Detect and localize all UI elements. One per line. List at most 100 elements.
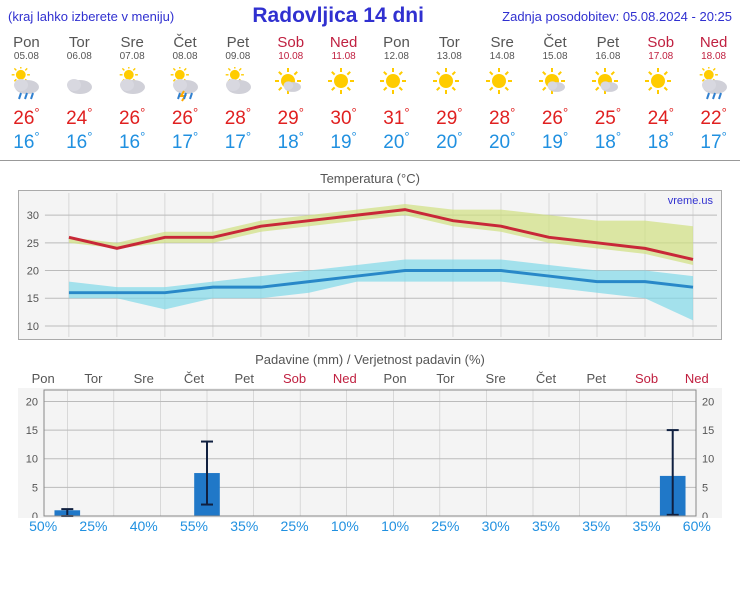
- weather-icon: [106, 66, 159, 104]
- high-temp: 28: [211, 108, 264, 130]
- svg-text:15: 15: [26, 425, 38, 437]
- svg-text:20: 20: [702, 396, 714, 408]
- high-temp: 26: [106, 108, 159, 130]
- day-date: 06.08: [53, 51, 106, 62]
- day-name: Tor: [423, 34, 476, 51]
- high-temp: 22: [687, 108, 740, 130]
- day-name: Čet: [159, 34, 212, 51]
- low-temp: 17: [211, 132, 264, 154]
- svg-text:30: 30: [27, 210, 39, 222]
- low-temp: 16: [106, 132, 159, 154]
- day-column: Sre07.082616: [106, 32, 159, 160]
- precip-day-label: Ned: [320, 371, 370, 386]
- low-temp: 17: [687, 132, 740, 154]
- watermark: vreme.us: [668, 195, 713, 207]
- day-name: Pet: [211, 34, 264, 51]
- last-update: Zadnja posodobitev: 05.08.2024 - 20:25: [502, 9, 732, 24]
- precip-probability: 35%: [621, 518, 671, 534]
- day-name: Tor: [53, 34, 106, 51]
- precip-probability: 35%: [219, 518, 269, 534]
- day-name: Sob: [634, 34, 687, 51]
- day-name: Sre: [476, 34, 529, 51]
- day-column: Tor13.082920: [423, 32, 476, 160]
- svg-text:20: 20: [26, 396, 38, 408]
- precip-day-label: Ned: [672, 371, 722, 386]
- precip-probability: 10%: [320, 518, 370, 534]
- low-temp: 19: [529, 132, 582, 154]
- day-name: Pon: [0, 34, 53, 51]
- weather-icon: [687, 66, 740, 104]
- precip-chart: 0055101015152020: [18, 388, 722, 518]
- low-temp: 17: [159, 132, 212, 154]
- svg-text:15: 15: [702, 425, 714, 437]
- day-date: 16.08: [581, 51, 634, 62]
- high-temp: 28: [476, 108, 529, 130]
- weather-icon: [423, 66, 476, 104]
- weather-icon: [370, 66, 423, 104]
- menu-hint: (kraj lahko izberete v meniju): [8, 9, 174, 24]
- high-temp: 30: [317, 108, 370, 130]
- day-date: 17.08: [634, 51, 687, 62]
- day-column: Čet15.082619: [529, 32, 582, 160]
- day-date: 07.08: [106, 51, 159, 62]
- low-temp: 16: [53, 132, 106, 154]
- precip-probability: 35%: [521, 518, 571, 534]
- day-column: Pet16.08 2518: [581, 32, 634, 160]
- day-name: Ned: [317, 34, 370, 51]
- day-date: 09.08: [211, 51, 264, 62]
- day-column: Ned11.08 3019: [317, 32, 370, 160]
- precip-day-label: Pon: [370, 371, 420, 386]
- day-column: Pon12.083120: [370, 32, 423, 160]
- day-name: Čet: [529, 34, 582, 51]
- low-temp: 20: [476, 132, 529, 154]
- high-temp: 31: [370, 108, 423, 130]
- day-column: Čet08.082617: [159, 32, 212, 160]
- low-temp: 18: [581, 132, 634, 154]
- forecast-days-row: Pon05.082616Tor06.082416Sre07.082616Čet0…: [0, 32, 740, 161]
- weather-icon: [159, 66, 212, 104]
- precip-day-label: Čet: [169, 371, 219, 386]
- low-temp: 20: [423, 132, 476, 154]
- high-temp: 25: [581, 108, 634, 130]
- day-date: 15.08: [529, 51, 582, 62]
- low-temp: 19: [317, 132, 370, 154]
- day-column: Ned18.082217: [687, 32, 740, 160]
- high-temp: 24: [634, 108, 687, 130]
- temperature-chart-title: Temperatura (°C): [18, 171, 722, 186]
- precip-day-label: Tor: [420, 371, 470, 386]
- weather-icon: [317, 66, 370, 104]
- high-temp: 24: [53, 108, 106, 130]
- precip-day-label: Sre: [119, 371, 169, 386]
- high-temp: 29: [264, 108, 317, 130]
- precip-probability: 50%: [18, 518, 68, 534]
- precip-probability: 40%: [119, 518, 169, 534]
- svg-text:15: 15: [27, 293, 39, 305]
- precip-probability: 30%: [471, 518, 521, 534]
- precip-day-label: Pet: [219, 371, 269, 386]
- precip-days-row: PonTorSreČetPetSobNedPonTorSreČetPetSobN…: [18, 371, 722, 386]
- page-title: Radovljica 14 dni: [252, 4, 424, 28]
- precip-day-label: Tor: [68, 371, 118, 386]
- low-temp: 16: [0, 132, 53, 154]
- low-temp: 20: [370, 132, 423, 154]
- day-date: 08.08: [159, 51, 212, 62]
- precip-probability: 25%: [420, 518, 470, 534]
- day-name: Sob: [264, 34, 317, 51]
- day-date: 11.08: [317, 51, 370, 62]
- day-date: 13.08: [423, 51, 476, 62]
- day-date: 14.08: [476, 51, 529, 62]
- day-name: Pet: [581, 34, 634, 51]
- day-column: Sre14.08 2820: [476, 32, 529, 160]
- precip-probability: 10%: [370, 518, 420, 534]
- precip-day-label: Sob: [621, 371, 671, 386]
- svg-text:0: 0: [702, 511, 708, 518]
- precip-probability: 35%: [571, 518, 621, 534]
- low-temp: 18: [634, 132, 687, 154]
- weather-icon: [476, 66, 529, 104]
- precip-chart-title: Padavine (mm) / Verjetnost padavin (%): [18, 352, 722, 367]
- precip-probability: 60%: [672, 518, 722, 534]
- weather-icon: [0, 66, 53, 104]
- svg-text:25: 25: [27, 238, 39, 250]
- precip-day-label: Sob: [269, 371, 319, 386]
- weather-icon: [634, 66, 687, 104]
